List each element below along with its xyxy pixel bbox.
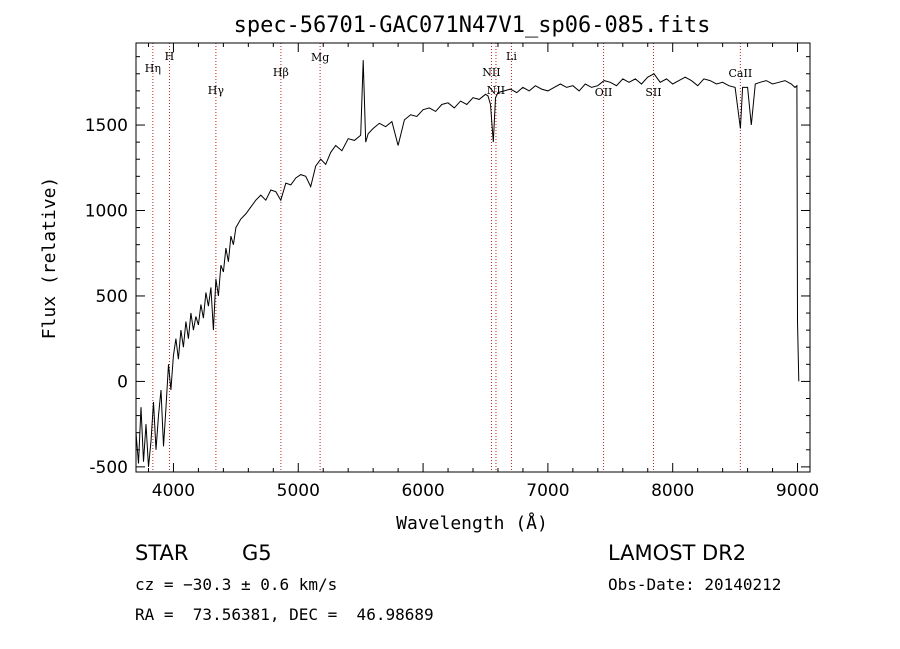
object-subclass: G5: [242, 541, 272, 565]
line-marker-label-8: OII: [595, 86, 613, 99]
y-tick-label-0: -500: [89, 458, 128, 478]
x-tick-label-1: 5000: [277, 481, 320, 501]
x-axis-ticks: 4000 5000 6000 7000 8000 9000: [147, 43, 819, 501]
line-marker-label-9: SII: [645, 86, 661, 99]
line-markers: [152, 43, 741, 472]
obs-date-text: Obs-Date: 20140212: [608, 575, 782, 594]
coordinates-text: RA = 73.56381, DEC = 46.98689: [135, 605, 434, 624]
line-marker-label-1: H: [165, 50, 175, 63]
x-tick-label-2: 6000: [401, 481, 444, 501]
line-marker-label-10: CaII: [729, 67, 753, 80]
x-tick-label-0: 4000: [152, 481, 195, 501]
y-axis-label: Flux (relative): [39, 177, 60, 340]
y-axis-ticks: -500 0 500 1000 1500: [85, 56, 810, 478]
x-tick-label-3: 7000: [526, 481, 569, 501]
line-marker-labels: Hη H Hγ Hβ Mg NII NII Li OII SII CaII: [145, 50, 752, 99]
spectrum-line: [135, 60, 800, 467]
x-tick-label-4: 8000: [651, 481, 694, 501]
line-marker-label-3: Hβ: [273, 66, 289, 79]
y-tick-label-1: 0: [117, 372, 128, 392]
y-tick-label-2: 500: [96, 287, 128, 307]
object-class: STAR: [135, 541, 189, 565]
plot-frame: [135, 42, 811, 473]
line-marker-label-4: Mg: [311, 51, 329, 64]
line-marker-label-2: Hγ: [208, 84, 225, 97]
line-marker-label-5: NII: [482, 66, 500, 79]
survey-name: LAMOST DR2: [608, 541, 747, 565]
x-axis-label: Wavelength (Å): [396, 512, 548, 534]
line-marker-label-0: Hη: [145, 62, 161, 75]
y-tick-label-4: 1500: [85, 116, 128, 136]
chart-title: spec-56701-GAC071N47V1_sp06-085.fits: [234, 13, 711, 38]
redshift-text: cz = −30.3 ± 0.6 km/s: [135, 575, 338, 594]
line-marker-label-6: NII: [487, 84, 505, 97]
y-tick-label-3: 1000: [85, 201, 128, 221]
line-marker-label-7: Li: [506, 50, 517, 63]
x-tick-label-5: 9000: [776, 481, 819, 501]
